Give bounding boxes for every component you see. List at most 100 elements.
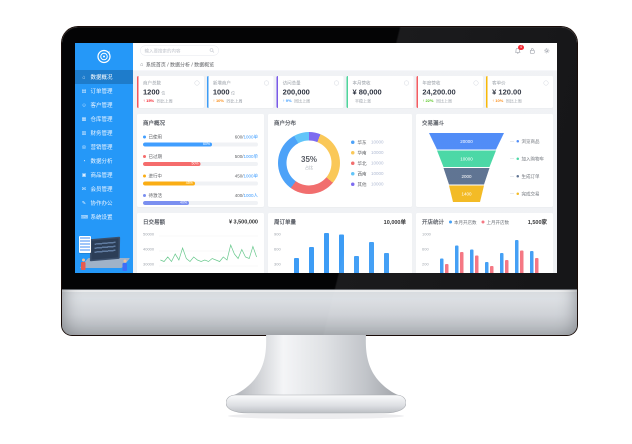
sidebar-item-warehouse[interactable]: ▦ 仓库管理 <box>75 112 133 126</box>
home-icon: ⌂ <box>82 74 86 80</box>
panel-store-stats: 开店统计 本月开店数 上月开店数 1,500家 1000 <box>416 213 553 273</box>
bar-legend: 本月开店数 上月开店数 <box>449 219 509 226</box>
content-area: 商户总数 1200 位 ↑ 15% 同比上周 新增商户 1000 位 ↑ 10% 同比上… <box>133 71 557 273</box>
kpi-trend: ↑ 22% <box>422 98 434 104</box>
progress-value: 400/ <box>234 193 244 198</box>
laptop-screen-shape <box>89 236 121 262</box>
sidebar-item-label: 营销管理 <box>90 144 113 151</box>
legend-dot <box>351 182 355 186</box>
kpi-title: 商户总数 <box>143 80 162 86</box>
progress-value: 450/ <box>234 173 244 179</box>
progress-track: 50% <box>143 162 258 166</box>
search-icon <box>209 48 215 53</box>
kpi-value: 1200 <box>143 88 160 97</box>
info-icon[interactable] <box>543 80 549 86</box>
donut-legend: 华东 10000 华南 10000 华北 10000 西南 10000 其他 10000 <box>351 135 384 192</box>
legend-dot <box>449 220 452 224</box>
monitor-frame: ⌂ 数据概况 ▤ 订单管理 ☺ 客户管理 ▦ 仓库管理 ▥ 财务管理 ◎ 营销管理 ◔ 数据分… <box>62 27 577 335</box>
legend-dot <box>481 220 485 224</box>
kpi-title: 年度营收 <box>422 80 441 86</box>
kpi-note: 同比上周 <box>435 99 452 104</box>
progress-label: 进行中 <box>148 173 163 179</box>
legend-dot <box>351 171 355 176</box>
panel-title: 日交易额 <box>143 219 165 226</box>
sidebar-item-settings[interactable]: ⌨ 系统设置 <box>75 210 133 224</box>
sidebar-item-label: 订单管理 <box>90 88 113 95</box>
box-icon: ▦ <box>81 116 87 122</box>
pencil-icon: ✎ <box>81 200 87 206</box>
donut-chart: 35% 占比 <box>278 132 340 194</box>
grouped-bar-chart <box>438 231 547 273</box>
funnel-layer: 2000 <box>443 168 490 185</box>
workstation-icon: ⌨ <box>81 214 89 220</box>
home-icon: ⌂ <box>140 61 144 68</box>
legend-item: 其他 10000 <box>351 181 384 188</box>
sidebar-item-dashboard[interactable]: ⌂ 数据概况 <box>75 70 133 84</box>
kpi-card-new-merchants: 新增商户 1000 位 ↑ 10% 同比上周 <box>206 76 274 108</box>
panel-title: 开店统计 <box>422 219 444 226</box>
gear-icon[interactable] <box>544 47 551 54</box>
info-icon[interactable] <box>334 80 340 86</box>
panel-title: 交易漏斗 <box>422 120 444 127</box>
progress-total: 1000人 <box>243 193 258 198</box>
sidebar-item-orders[interactable]: ▤ 订单管理 <box>75 84 133 98</box>
info-icon[interactable] <box>403 80 409 86</box>
y-axis: 900 600 300 <box>274 232 281 267</box>
legend-dot <box>351 140 355 144</box>
middle-row: 商户概况 已使用 600/1000单 60% 已过期 500/1000单 50% <box>137 114 553 207</box>
sidebar-item-label: 会员管理 <box>90 186 113 193</box>
legend-item: 华北 10000 <box>351 160 384 167</box>
kpi-value: ¥ 120.00 <box>492 88 522 97</box>
kpi-title: 访问总量 <box>282 80 301 86</box>
panel-total: 10,000单 <box>383 219 406 226</box>
progress-value: 500/ <box>234 154 244 159</box>
sidebar-item-members[interactable]: ✉ 会员管理 <box>75 182 133 196</box>
panel-merchant-overview: 商户概况 已使用 600/1000单 60% 已过期 500/1000单 50% <box>137 114 264 207</box>
panel-title: 商户概况 <box>143 120 165 127</box>
info-icon[interactable] <box>194 80 200 86</box>
main-area: 输入要搜索的内容 4 <box>133 43 557 273</box>
progress-total: 1000单 <box>243 154 258 159</box>
sidebar-item-customers[interactable]: ☺ 客户管理 <box>75 98 133 112</box>
mail-icon: ✉ <box>81 186 87 192</box>
sidebar-item-finance[interactable]: ▥ 财务管理 <box>75 126 133 140</box>
panel-transaction-funnel: 交易漏斗 20000 10000 2000 1400 <box>416 114 553 207</box>
info-icon[interactable] <box>264 80 270 86</box>
line-chart <box>159 231 258 273</box>
kpi-card-visits: 访问总量 200,000 ↑ 9% 同比上周 <box>276 76 344 108</box>
sidebar-item-collaboration[interactable]: ✎ 协作办公 <box>75 196 133 210</box>
dashboard: ⌂ 数据概况 ▤ 订单管理 ☺ 客户管理 ▦ 仓库管理 ▥ 财务管理 ◎ 营销管理 ◔ 数据分… <box>75 43 557 273</box>
kpi-unit: 位 <box>161 91 166 96</box>
progress-row: 已过期 500/1000单 50% <box>143 153 258 166</box>
legend-dot <box>351 150 355 155</box>
sidebar-item-analytics[interactable]: ◔ 数据分析 <box>75 154 133 168</box>
panel-title: 周订单量 <box>274 219 296 226</box>
kpi-note: 同比上周 <box>505 99 522 104</box>
kpi-note: 同比上周 <box>294 99 311 104</box>
y-axis: 50000 40000 30000 <box>143 232 155 267</box>
card-icon: ▥ <box>81 130 87 136</box>
legend-item: 本月开店数 <box>449 219 477 226</box>
monitor-stand <box>226 334 406 419</box>
funnel-label: 加入购物车 <box>510 151 544 168</box>
panel-weekly-orders: 周订单量 10,000单 900 600 300 <box>268 213 412 273</box>
notification-icon[interactable]: 4 <box>514 44 524 54</box>
sidebar-item-label: 商品管理 <box>90 172 113 179</box>
stand-base <box>226 394 406 414</box>
breadcrumb-path: 系统首页 / 数据分析 / 数据概览 <box>145 62 215 69</box>
sidebar-item-products[interactable]: ▣ 商品管理 <box>75 168 133 182</box>
info-icon[interactable] <box>473 80 479 86</box>
progress-row: 已使用 600/1000单 60% <box>143 134 258 147</box>
progress-label: 已使用 <box>148 134 163 140</box>
kpi-row: 商户总数 1200 位 ↑ 15% 同比上周 新增商户 1000 位 ↑ 10% 同比上… <box>137 76 554 108</box>
target-icon: ◎ <box>81 144 87 150</box>
series-dot <box>143 154 146 158</box>
search-input[interactable]: 输入要搜索的内容 <box>140 45 219 56</box>
sidebar-item-marketing[interactable]: ◎ 营销管理 <box>75 140 133 154</box>
kpi-trend: ↑ 10% <box>492 98 504 104</box>
breadcrumb: ⌂ 系统首页 / 数据分析 / 数据概览 <box>133 58 557 71</box>
lock-icon[interactable] <box>529 47 536 54</box>
kpi-note: 平稳上涨 <box>355 99 372 104</box>
user-icon: ☺ <box>81 102 87 108</box>
kpi-value: 200,000 <box>282 88 310 97</box>
